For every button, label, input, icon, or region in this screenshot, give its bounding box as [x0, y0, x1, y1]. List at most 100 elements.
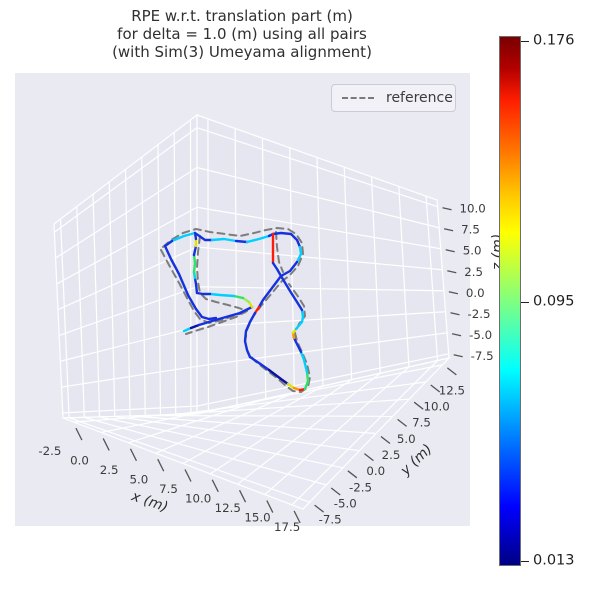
- gridline-y-wall: [92, 194, 101, 417]
- estimate-trajectory-segment: [295, 245, 303, 264]
- estimate-trajectory-segment: [294, 308, 305, 331]
- estimate-trajectory-segment: [267, 231, 293, 238]
- x-tick-label: 7.5: [159, 482, 178, 496]
- y-tick-label: -5.0: [334, 496, 357, 510]
- y-tick-label: -2.5: [349, 480, 372, 494]
- y-tick-mark: [397, 418, 407, 427]
- x-tick-label: 17.5: [274, 520, 300, 534]
- x-tick-mark: [102, 438, 110, 451]
- estimate-trajectory-segment: [279, 260, 299, 278]
- z-tick-label: -5.0: [469, 328, 492, 342]
- y-tick-mark: [330, 487, 341, 496]
- x-tick-mark: [211, 479, 219, 493]
- estimate-trajectory-segment: [243, 311, 257, 359]
- y-tick-label: 10.0: [424, 400, 450, 414]
- x-tick-mark: [75, 427, 83, 441]
- gridline-x-floor: [237, 372, 381, 485]
- x-tick-mark: [184, 469, 192, 482]
- z-tick-mark: [443, 228, 454, 232]
- gridline-x-floor: [101, 404, 238, 434]
- estimate-trajectory-segment: [234, 239, 249, 244]
- x-tick-mark: [129, 448, 138, 462]
- x-tick-label: 0.0: [70, 453, 89, 467]
- estimate-trajectory-segment: [248, 355, 271, 372]
- reference-trajectory: [160, 249, 247, 324]
- x-tick-label: 10.0: [185, 492, 211, 506]
- estimate-trajectory-segment: [253, 305, 261, 315]
- gridline-x-floor: [264, 366, 410, 495]
- estimate-trajectory-segment: [193, 231, 214, 242]
- x-tick-label: 12.5: [215, 501, 241, 515]
- gridline-y-wall: [141, 157, 146, 416]
- estimate-trajectory-segment: [195, 291, 212, 296]
- x-tick-label: 5.0: [129, 472, 148, 486]
- x-tick-mark: [157, 458, 165, 472]
- y-tick-mark: [314, 504, 325, 513]
- colorbar-tick-min: [521, 561, 529, 562]
- y-tick-mark: [446, 367, 457, 376]
- z-tick-label: 10.0: [460, 202, 486, 216]
- estimate-trajectory-segment: [182, 326, 193, 333]
- estimate-trajectory-segment: [292, 336, 303, 354]
- gridline-y-wall: [173, 132, 177, 415]
- chart-title-line2: for delta = 1.0 (m) using all pairs: [117, 25, 367, 43]
- x-tick-label: 15.0: [244, 511, 270, 525]
- z-tick-mark: [447, 270, 457, 274]
- y-tick-mark: [380, 435, 391, 445]
- x-tick-mark: [266, 500, 274, 513]
- estimate-trajectory-segment: [189, 323, 201, 330]
- estimate-trajectory-segment: [299, 350, 309, 374]
- y-tick-label: 7.5: [412, 416, 431, 430]
- gridline-x-floor: [291, 360, 438, 506]
- z-tick-mark: [442, 207, 452, 211]
- gridline-x-floor: [182, 385, 324, 465]
- gridline-x-wall: [370, 176, 381, 374]
- estimate-trajectory-segment: [163, 239, 174, 248]
- z-tick-mark: [450, 312, 460, 316]
- gridline-x-wall: [425, 196, 439, 361]
- y-tick-label: -7.5: [319, 513, 342, 527]
- gridline-x-floor: [73, 410, 209, 423]
- estimate-trajectory-segment: [210, 237, 238, 243]
- estimate-trajectory-segment: [241, 296, 251, 304]
- gridline-x-floor: [209, 379, 352, 475]
- y-tick-label: 12.5: [439, 383, 465, 397]
- colorbar-tick-max: [521, 41, 529, 42]
- estimate-trajectory-segment: [303, 370, 310, 391]
- x-tick-mark: [293, 510, 301, 524]
- gridline-x-wall: [234, 128, 238, 406]
- legend-box: reference: [331, 84, 456, 112]
- y-tick-mark: [430, 384, 441, 393]
- y-tick-mark: [347, 470, 358, 479]
- estimate-trajectory-segment: [208, 292, 236, 298]
- estimate-trajectory-segment: [193, 276, 199, 295]
- x-tick-label: 2.5: [100, 463, 119, 477]
- estimate-trajectory-segment: [192, 253, 197, 274]
- legend-reference-line-sample: [342, 97, 374, 99]
- colorbar-gradient: [499, 36, 521, 566]
- z-tick-label: 0.0: [466, 286, 485, 300]
- chart-title-line3: (with Sim(3) Umeyama alignment): [112, 43, 372, 61]
- gridline-x-wall: [343, 167, 353, 380]
- estimate-trajectory-segment: [267, 368, 290, 386]
- y-tick-label: 2.5: [382, 448, 401, 462]
- z-tick-label: 7.5: [461, 223, 480, 237]
- estimate-trajectory-segment: [286, 382, 296, 390]
- gridline-y-wall: [59, 219, 70, 418]
- gridline-x-floor: [155, 391, 295, 454]
- chart-title: RPE w.r.t. translation part (m) for delt…: [0, 7, 484, 61]
- gridline-x-wall: [398, 186, 410, 367]
- z-tick-mark: [451, 333, 462, 337]
- reference-trajectory: [275, 231, 284, 273]
- y-tick-label: 5.0: [397, 432, 416, 446]
- z-tick-label: 5.0: [463, 244, 482, 258]
- estimate-trajectory-segment: [257, 274, 283, 309]
- x-tick-mark: [238, 489, 247, 503]
- gridline-x-wall: [261, 138, 267, 399]
- gridline-x-floor: [128, 398, 266, 444]
- gridline-y-wall: [108, 181, 116, 417]
- z-tick-label: -2.5: [467, 307, 490, 321]
- gridline-y-wall: [157, 144, 162, 416]
- z-tick-mark: [448, 291, 459, 295]
